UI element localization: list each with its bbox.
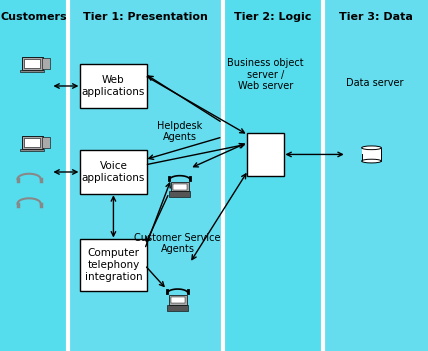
FancyBboxPatch shape <box>21 136 43 148</box>
FancyBboxPatch shape <box>167 305 188 311</box>
Text: Tier 2: Logic: Tier 2: Logic <box>234 12 312 22</box>
Text: Business object
server /
Web server: Business object server / Web server <box>227 58 304 91</box>
Text: Tier 3: Data: Tier 3: Data <box>339 12 413 22</box>
Text: Data server: Data server <box>346 78 403 88</box>
Bar <box>223 0 323 351</box>
FancyBboxPatch shape <box>362 148 381 161</box>
FancyBboxPatch shape <box>169 296 187 305</box>
Ellipse shape <box>362 159 381 163</box>
FancyBboxPatch shape <box>20 70 44 72</box>
FancyBboxPatch shape <box>247 133 283 176</box>
FancyBboxPatch shape <box>80 150 146 194</box>
FancyBboxPatch shape <box>173 184 187 190</box>
FancyBboxPatch shape <box>21 57 43 69</box>
FancyBboxPatch shape <box>171 182 189 191</box>
Text: Tier 1: Presentation: Tier 1: Presentation <box>83 12 208 22</box>
FancyBboxPatch shape <box>24 59 40 68</box>
FancyBboxPatch shape <box>362 148 381 154</box>
Ellipse shape <box>362 146 381 150</box>
Text: Helpdesk
Agents: Helpdesk Agents <box>157 120 202 142</box>
Bar <box>0 0 68 351</box>
FancyBboxPatch shape <box>80 239 146 291</box>
Text: Customer Service
Agents: Customer Service Agents <box>134 233 221 254</box>
Bar <box>68 0 223 351</box>
FancyBboxPatch shape <box>80 64 146 108</box>
FancyBboxPatch shape <box>42 137 50 148</box>
Bar <box>323 0 428 351</box>
FancyBboxPatch shape <box>171 297 184 303</box>
FancyBboxPatch shape <box>169 191 190 197</box>
FancyBboxPatch shape <box>24 138 40 147</box>
Text: Web
applications: Web applications <box>82 75 145 97</box>
FancyBboxPatch shape <box>42 58 50 69</box>
Text: Voice
applications: Voice applications <box>82 161 145 183</box>
Text: Computer
telephony
integration: Computer telephony integration <box>85 249 142 282</box>
Text: Customers: Customers <box>1 12 68 22</box>
FancyBboxPatch shape <box>20 149 44 151</box>
